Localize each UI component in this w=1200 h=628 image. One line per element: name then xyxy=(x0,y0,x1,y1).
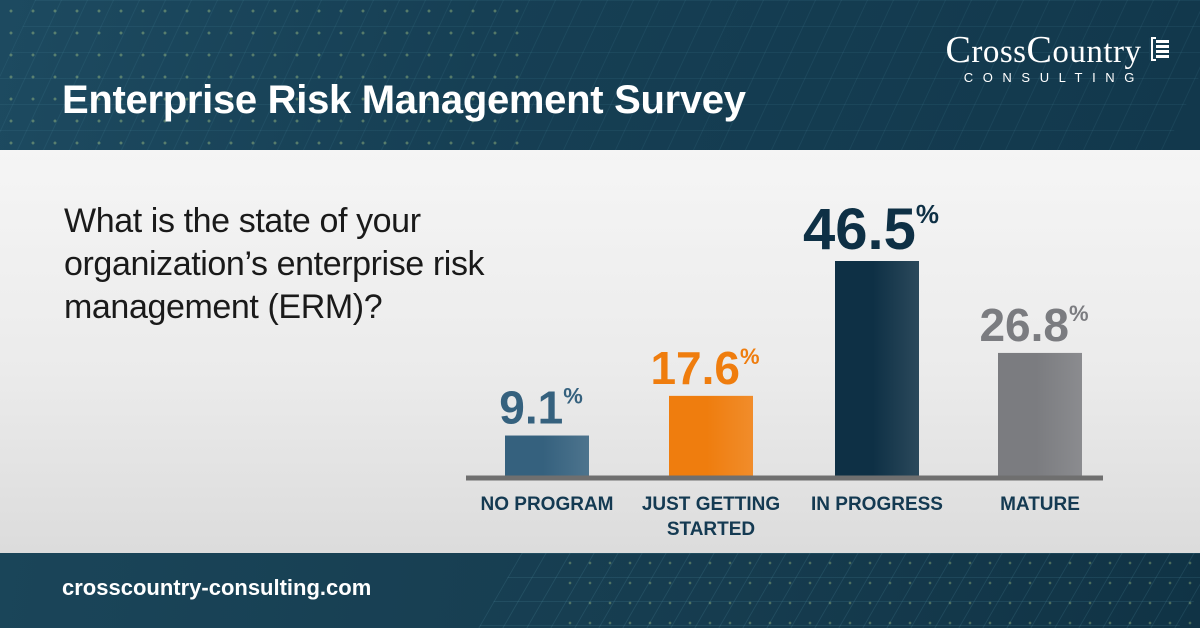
footer-banner xyxy=(0,553,1200,628)
category-label: JUST GETTING STARTED xyxy=(642,494,780,540)
bar-sheen xyxy=(872,261,919,478)
logo-mark-icon xyxy=(1148,35,1170,65)
category-label: MATURE xyxy=(1000,494,1080,515)
value-label: 46.5% xyxy=(803,197,939,262)
category-label: IN PROGRESS xyxy=(811,494,943,515)
survey-question: What is the state of your organization’s… xyxy=(64,202,485,326)
website-link[interactable]: crosscountry-consulting.com xyxy=(62,575,372,600)
header-banner xyxy=(0,0,1200,150)
bar-sheen xyxy=(1035,352,1082,478)
category-label: NO PROGRAM xyxy=(481,494,614,515)
logo-subtitle: CONSULTING xyxy=(963,70,1144,85)
content-panel xyxy=(0,150,1200,553)
company-logo: CrossCountry CONSULTING xyxy=(945,28,1170,85)
value-label: 9.1% xyxy=(499,382,583,434)
bar-sheen xyxy=(542,435,589,478)
bar-sheen xyxy=(706,395,753,478)
value-label: 26.8% xyxy=(979,299,1088,351)
page-title: Enterprise Risk Management Survey xyxy=(62,78,746,122)
logo-name: CrossCountry xyxy=(945,29,1142,71)
footer-dot-pattern xyxy=(560,553,1200,628)
header-dot-pattern xyxy=(0,0,520,150)
value-label: 17.6% xyxy=(650,342,759,394)
